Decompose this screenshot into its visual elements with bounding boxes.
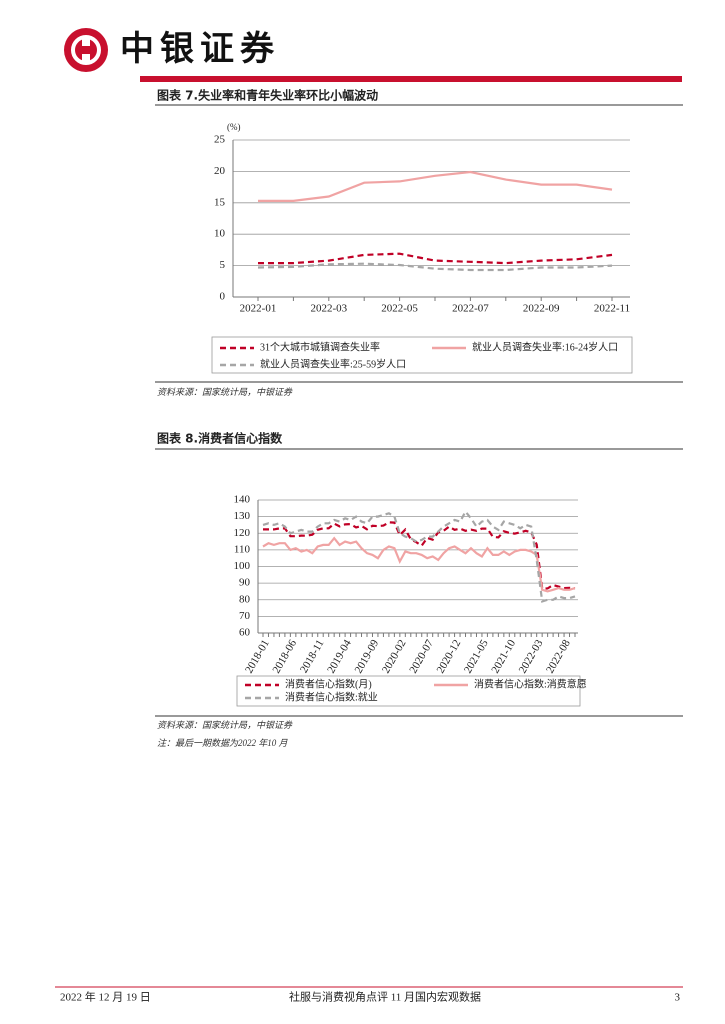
brand: 中银证券 [120, 30, 280, 68]
y-tick-label: 60 [239, 627, 251, 639]
legend-label: 就业人员调查失业率:16-24岁人口 [472, 340, 618, 353]
legend-label: 消费者信心指数(月) [285, 677, 372, 690]
y-tick-label: 130 [234, 510, 251, 522]
legend-box [211, 336, 633, 374]
y-tick-label: 80 [239, 593, 251, 605]
x-tick-label: 2019-09 [353, 637, 382, 675]
footer-report: 社服与消费视角点评 11 月国内宏观数据 [289, 990, 481, 1004]
x-tick-label: 2022-08 [544, 637, 573, 675]
legend-label: 就业人员调查失业率:25-59岁人口 [260, 357, 406, 370]
x-tick-label: 2022-05 [381, 303, 418, 315]
x-tick-label: 2018-11 [298, 638, 327, 675]
footer-date: 2022 年 12 月 19 日 [60, 990, 151, 1004]
y-tick-label: 10 [214, 228, 226, 240]
x-tick-label: 2018-06 [270, 637, 299, 675]
x-tick-label: 2022-11 [594, 303, 630, 315]
series-line [263, 521, 576, 590]
source: 资料来源：国家统计局，中银证券 [157, 387, 293, 397]
y-tick-label: 20 [214, 165, 226, 177]
legend-label: 31个大城市城镇调查失业率 [260, 340, 380, 353]
x-tick-label: 2022-09 [523, 303, 560, 315]
y-tick-label: 110 [234, 543, 251, 555]
header-rule [140, 76, 682, 82]
legend-label: 消费者信心指数:消费意愿 [474, 677, 587, 690]
y-tick-label: 140 [234, 494, 251, 506]
x-tick-label: 2021-10 [489, 637, 518, 675]
y-tick-label: 70 [239, 610, 251, 622]
page-number: 3 [675, 992, 681, 1004]
x-tick-label: 2022-07 [452, 303, 489, 315]
x-tick-label: 2018-01 [243, 638, 272, 676]
x-tick-label: 2022-03 [310, 303, 347, 315]
y-tick-label: 120 [234, 527, 251, 539]
x-tick-label: 2021-05 [462, 637, 491, 675]
y-tick-label: 90 [239, 577, 251, 589]
x-tick-label: 2020-02 [380, 638, 409, 676]
y-tick-label: 0 [220, 291, 226, 303]
y-unit: (%) [227, 122, 241, 132]
series-line [257, 262, 613, 272]
source: 资料来源：国家统计局，中银证券 [157, 720, 293, 730]
figure-title: 图表 8.消费者信心指数 [157, 431, 283, 446]
note: 注：最后一期数据为2022 年10 月 [157, 738, 289, 748]
series-line [262, 509, 576, 603]
figure-title: 图表 7.失业率和青年失业率环比小幅波动 [157, 88, 378, 103]
y-tick-label: 15 [214, 196, 226, 208]
x-tick-label: 2022-01 [240, 303, 277, 315]
y-tick-label: 100 [234, 560, 251, 572]
x-tick-label: 2019-04 [325, 637, 354, 675]
y-tick-label: 5 [220, 259, 226, 271]
x-tick-label: 2020-12 [435, 638, 464, 676]
logo-center [78, 46, 94, 54]
x-tick-label: 2022-03 [517, 637, 546, 675]
legend-label: 消费者信心指数:就业 [285, 690, 378, 703]
series-line [258, 252, 613, 265]
series-line [262, 536, 576, 593]
y-tick-label: 25 [214, 134, 226, 146]
legend-box [236, 675, 581, 707]
x-tick-label: 2020-07 [407, 637, 436, 675]
series-line [258, 170, 613, 202]
